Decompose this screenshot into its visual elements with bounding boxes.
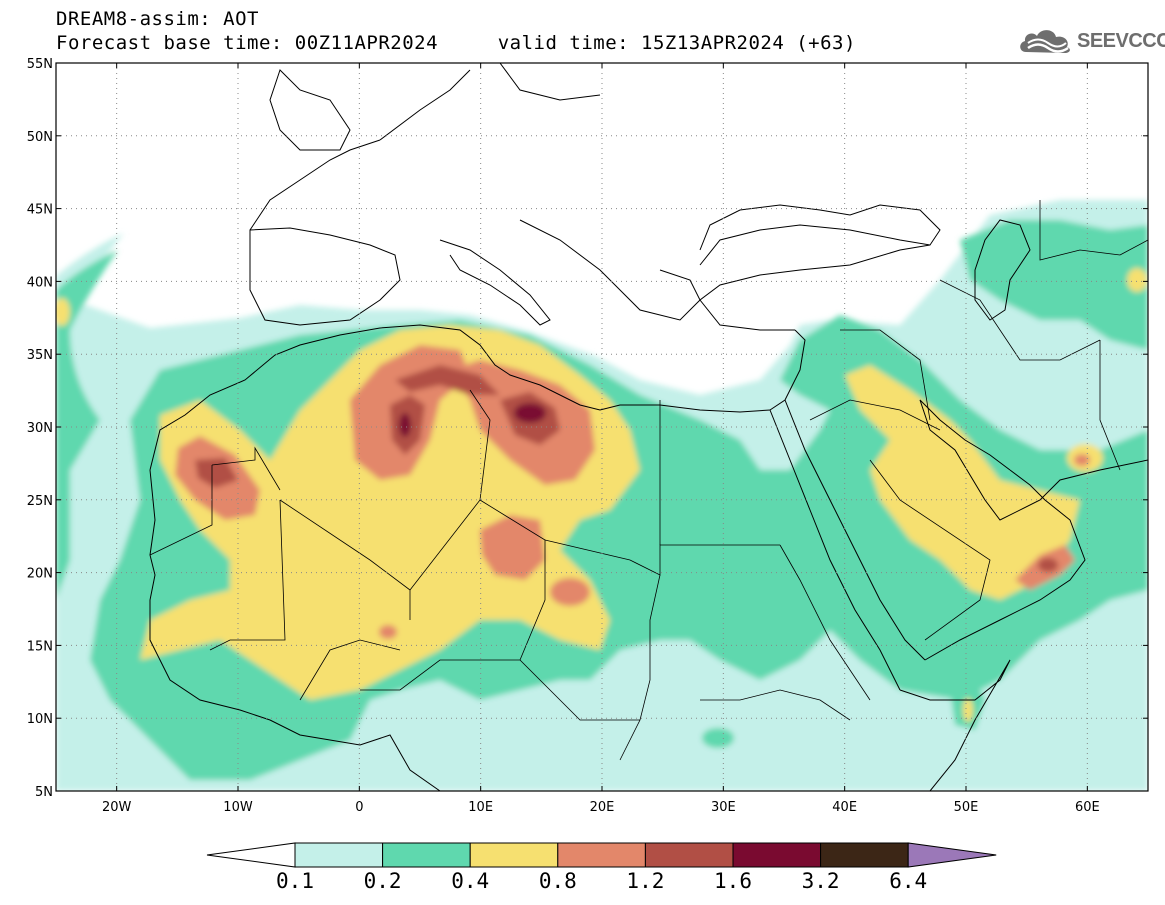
lon-tick-label: 50E bbox=[954, 800, 979, 815]
lon-tick-label: 20E bbox=[590, 800, 615, 815]
colorbar-label: 6.4 bbox=[889, 869, 927, 893]
colorbar-segment bbox=[469, 842, 559, 868]
coast-caspian bbox=[974, 219, 1031, 321]
aot-area-0.4-arabia bbox=[845, 365, 1080, 600]
colorbar-arrow-low bbox=[206, 842, 296, 868]
lon-tick-label: 60E bbox=[1075, 800, 1100, 815]
aot-area-0.2-sudan bbox=[702, 728, 734, 748]
seevccc-logo: SEEVCCC bbox=[1018, 26, 1165, 56]
coast-red-sea-east bbox=[784, 399, 926, 661]
logo-text: SEEVCCC bbox=[1077, 29, 1165, 52]
lat-tick-label: 20N bbox=[27, 567, 53, 582]
aot-area-0.2-west bbox=[56, 250, 118, 600]
lat-tick-label: 25N bbox=[27, 494, 53, 509]
coast-arabia-south bbox=[924, 469, 1086, 661]
aot-area-1.6-libya bbox=[514, 403, 546, 423]
coastlines bbox=[149, 63, 1148, 791]
colorbar-label: 1.6 bbox=[714, 869, 752, 893]
lon-tick-label: 0 bbox=[355, 800, 363, 815]
colorbar-label: 0.8 bbox=[539, 869, 577, 893]
map-area bbox=[56, 63, 1148, 791]
colorbar-label: 1.2 bbox=[626, 869, 664, 893]
colorbar-label: 3.2 bbox=[802, 869, 840, 893]
coast-black-sea bbox=[699, 204, 941, 266]
coast-red-sea-west bbox=[769, 409, 901, 691]
graticule bbox=[56, 63, 1148, 791]
colorbar-segment bbox=[820, 842, 909, 868]
lon-tick-label: 10E bbox=[468, 800, 493, 815]
aot-contour-layers bbox=[56, 200, 1148, 791]
aot-area-0.8-gulf bbox=[1074, 454, 1090, 466]
colorbar-segment bbox=[732, 842, 822, 868]
lon-tick-label: 30E bbox=[711, 800, 736, 815]
aot-area-0.8-chad bbox=[480, 515, 545, 580]
map-title: DREAM8-assim: AOT bbox=[56, 8, 259, 30]
colorbar-label: 0.4 bbox=[451, 869, 489, 893]
coast-west-africa bbox=[149, 469, 441, 791]
aot-area-1.2-oman bbox=[1038, 558, 1058, 572]
lat-tick-label: 35N bbox=[27, 348, 53, 363]
lon-tick-label: 40E bbox=[832, 800, 857, 815]
lat-tick-label: 45N bbox=[27, 203, 53, 218]
lat-tick-label: 10N bbox=[27, 712, 53, 727]
axis-ticks: 55N 50N 45N 40N 35N 30N 25N 20N 15N 10N 5N 20W 10W 0 1… bbox=[27, 57, 1148, 815]
lat-tick-label: 5N bbox=[35, 785, 53, 800]
aot-area-1.2-band bbox=[395, 365, 500, 395]
colorbar-label: 0.1 bbox=[276, 869, 314, 893]
colorbar-segment bbox=[294, 842, 384, 868]
lat-tick-label: 55N bbox=[27, 57, 53, 72]
coast-persian-gulf bbox=[919, 399, 1148, 521]
lat-tick-label: 50N bbox=[27, 130, 53, 145]
colorbar-segment bbox=[557, 842, 646, 868]
coast-north-africa bbox=[149, 324, 771, 471]
coast-northsea bbox=[379, 63, 601, 141]
coast-balkans bbox=[519, 219, 701, 321]
country-borders bbox=[149, 200, 1148, 761]
aot-area-0.4-caspian-e bbox=[1127, 268, 1147, 292]
lat-tick-label: 40N bbox=[27, 275, 53, 290]
coast-turkey bbox=[699, 244, 931, 331]
aot-area-0.8-sudan bbox=[550, 578, 590, 606]
aot-area-0.8-niger bbox=[379, 625, 397, 639]
lat-tick-label: 15N bbox=[27, 639, 53, 654]
lon-tick-label: 10W bbox=[223, 800, 253, 815]
cloud-icon bbox=[1020, 30, 1070, 53]
aot-area-0.4-iberia bbox=[56, 298, 70, 326]
colorbar-label: 0.2 bbox=[364, 869, 402, 893]
lat-tick-label: 30N bbox=[27, 421, 53, 436]
colorbar-segment bbox=[382, 842, 471, 868]
coast-levant bbox=[769, 329, 806, 411]
coast-italy bbox=[439, 239, 551, 326]
colorbar-arrow-high bbox=[907, 842, 997, 868]
coast-france-uk bbox=[249, 69, 381, 231]
lon-tick-label: 20W bbox=[102, 800, 132, 815]
forecast-time-line: Forecast base time: 00Z11APR2024 valid t… bbox=[56, 32, 856, 54]
colorbar-segment bbox=[644, 842, 734, 868]
aot-area-1.2-morocco bbox=[195, 458, 238, 488]
coast-iberia bbox=[249, 227, 401, 326]
aot-area-1.6-algeria bbox=[399, 413, 411, 437]
coast-horn bbox=[899, 659, 1011, 791]
colorbar: 0.1 0.2 0.4 0.8 1.2 1.6 3.2 6.4 bbox=[206, 842, 997, 893]
